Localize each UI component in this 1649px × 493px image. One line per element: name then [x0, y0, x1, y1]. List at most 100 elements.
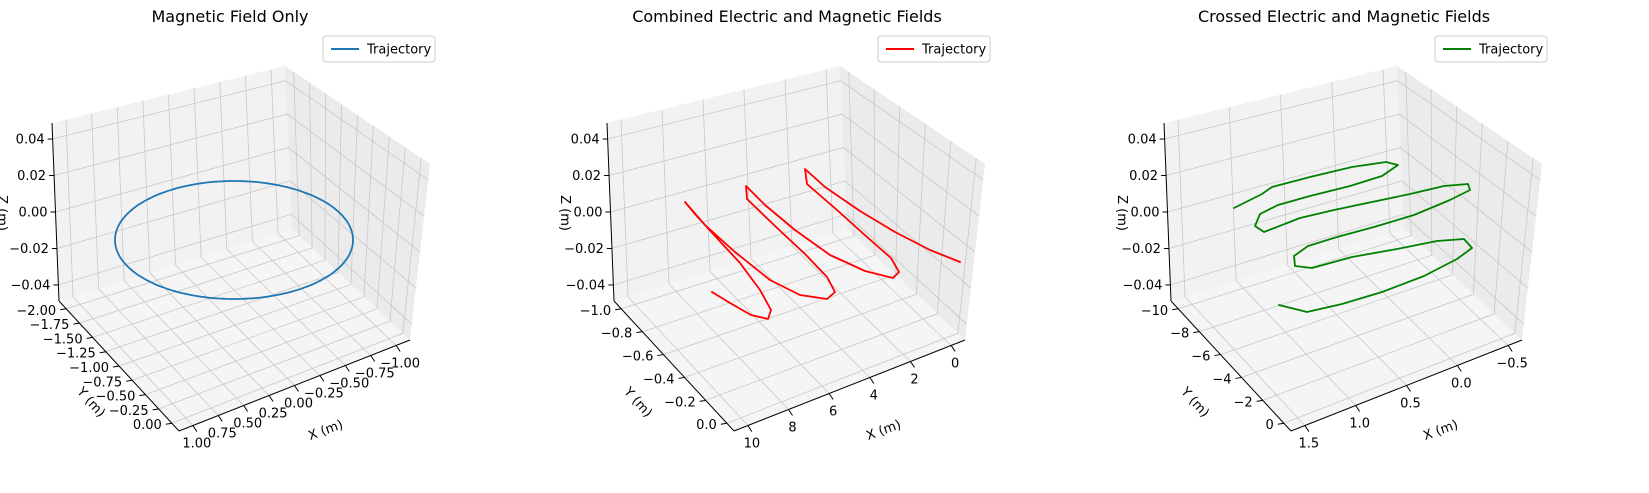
y-gridline [726, 158, 977, 424]
trajectory-line [684, 168, 961, 320]
y-gridline [132, 125, 374, 381]
y-tick [165, 422, 172, 425]
y-tick-label: −0.25 [109, 404, 149, 419]
x-gridline [743, 89, 871, 378]
x-tick [1355, 405, 1361, 412]
pane-floor [614, 229, 965, 431]
x-tick [243, 405, 249, 412]
z-gridline [607, 80, 984, 181]
z-gridline [1165, 113, 1537, 217]
x-gridline [702, 99, 830, 394]
x-tick [268, 395, 274, 402]
x-gridline [1280, 94, 1407, 386]
y-gridline [171, 158, 422, 424]
x-tick [395, 345, 401, 352]
pane-back [285, 66, 430, 340]
z-tick-label: 0.04 [571, 133, 600, 148]
y-axis-label: Y (m) [620, 384, 655, 421]
x-tick-label: 1.00 [182, 437, 211, 452]
x-tick [828, 393, 834, 400]
pane-back [840, 66, 985, 340]
y-tick [720, 422, 727, 425]
x-gridline [1382, 69, 1509, 346]
x-tick-label: −0.25 [304, 386, 344, 401]
z-axis-label: Z (m) [1114, 195, 1129, 231]
z-tick-label: −0.02 [9, 242, 49, 257]
x-tick [1406, 385, 1411, 392]
y-tick-label: −2.00 [16, 304, 56, 319]
z-gridline [1170, 213, 1525, 325]
y-axis-line [1170, 300, 1292, 432]
chart-panel-3: −0.04 −0.02 0.00 0.02 0.04 0 −2−4−6−8−10 1.5 1.0… [1114, 7, 1548, 452]
y-tick-label: −0.50 [96, 390, 136, 405]
legend: Trajectory [1434, 35, 1548, 63]
z-gridline [1168, 180, 1529, 289]
x-tick-label: 10 [744, 437, 761, 452]
z-tick-label: −0.04 [11, 278, 51, 293]
x-tick-label: −0.5 [1496, 356, 1528, 371]
x-gridline [1228, 106, 1356, 406]
z-gridline [56, 180, 417, 289]
x-tick-label: 1.5 [1299, 437, 1320, 452]
y-tick-label: −1.0 [580, 304, 612, 319]
y-tick [1172, 308, 1179, 311]
legend-label: Trajectory [921, 43, 986, 58]
z-gridline [1164, 80, 1541, 181]
x-tick [788, 409, 793, 416]
z-gridline [1167, 147, 1533, 253]
x-tick-label: 1.0 [1349, 417, 1370, 432]
y-tick-label: −0.2 [664, 395, 696, 410]
z-gridline [613, 213, 968, 325]
x-tick-label: 0.75 [208, 427, 237, 442]
y-tick-label: −1.75 [30, 318, 70, 333]
y-tick [1256, 399, 1263, 402]
x-tick-label: 0.25 [259, 407, 288, 422]
y-tick-label: −10 [1141, 304, 1168, 319]
y-tick [73, 322, 80, 325]
z-gridline [610, 147, 976, 253]
x-tick [192, 425, 198, 432]
y-gridline [92, 93, 327, 338]
legend: Trajectory [877, 35, 991, 63]
y-tick [699, 399, 706, 402]
y-tick-label: −1.25 [56, 347, 96, 362]
z-tick-label: 0.04 [1128, 133, 1157, 148]
z-gridline [611, 180, 972, 289]
x-gridline [784, 79, 911, 362]
pane-floor [1171, 229, 1522, 431]
y-tick [1235, 376, 1242, 379]
y-tick-label: −6 [1191, 350, 1210, 365]
x-tick-label: 8 [788, 421, 796, 436]
y-tick [1193, 331, 1200, 334]
y-tick-label: −1.00 [69, 361, 109, 376]
y-gridline [621, 71, 855, 310]
y-gridline [118, 114, 358, 367]
x-gridline [620, 119, 749, 426]
x-gridline [65, 119, 194, 426]
y-gridline [642, 89, 876, 333]
x-axis-label: X (m) [306, 418, 345, 444]
y-gridline [79, 82, 313, 324]
z-tick-label: −0.04 [566, 278, 606, 293]
y-tick [657, 354, 664, 357]
y-tick [678, 376, 685, 379]
x-gridline [142, 100, 270, 396]
z-tick-label: 0.04 [16, 133, 45, 148]
x-tick [910, 361, 915, 368]
x-tick-label: 0.50 [233, 417, 262, 432]
x-tick [950, 345, 956, 352]
x-gridline [825, 69, 952, 346]
x-tick-label: 0.00 [284, 397, 313, 412]
chart-title: Crossed Electric and Magnetic Fields [1198, 7, 1490, 26]
legend-box [877, 35, 991, 63]
y-tick [60, 308, 67, 311]
x-tick-label: 0 [951, 356, 959, 371]
z-tick-label: 0.00 [19, 206, 48, 221]
x-gridline [219, 81, 346, 366]
z-gridline [55, 147, 421, 253]
x-tick [294, 385, 299, 392]
y-gridline [66, 71, 300, 310]
legend-box [322, 35, 436, 63]
x-tick [344, 365, 350, 372]
z-gridline [608, 113, 980, 217]
